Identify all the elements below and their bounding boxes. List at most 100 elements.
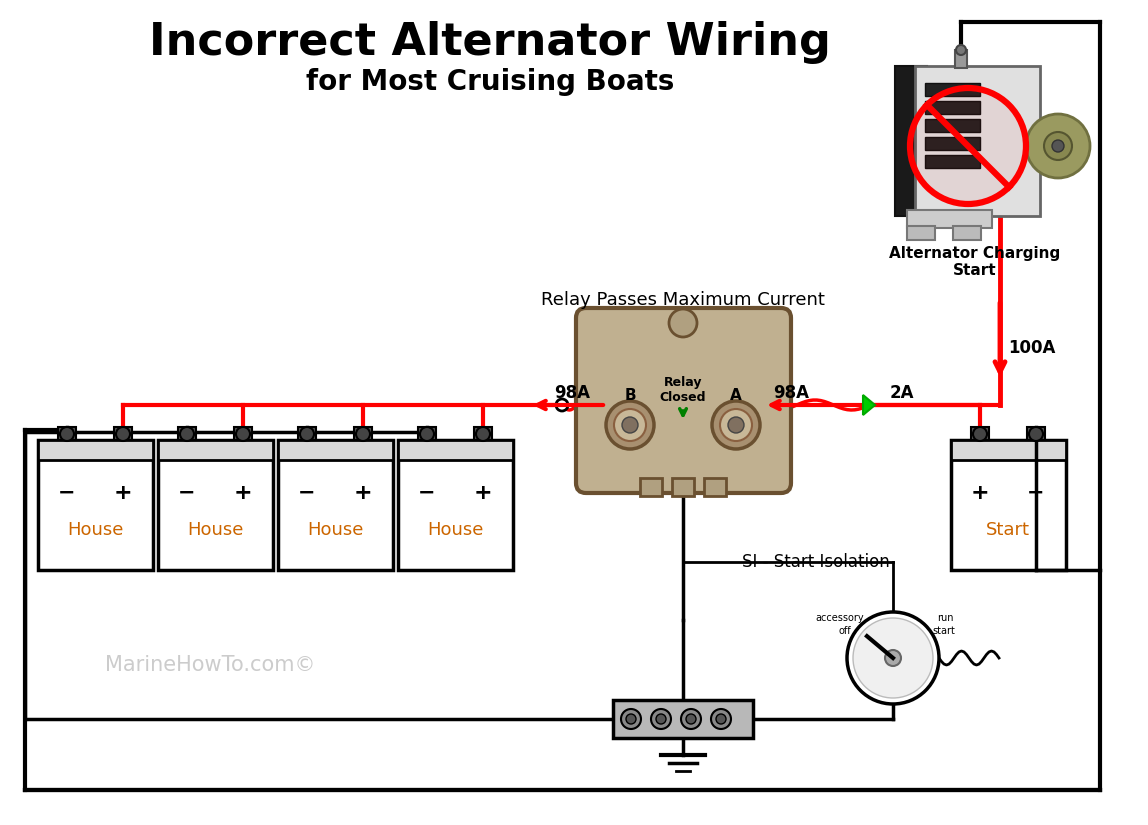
Bar bbox=[672, 478, 695, 496]
Circle shape bbox=[974, 427, 987, 441]
Circle shape bbox=[853, 618, 933, 698]
Circle shape bbox=[1029, 427, 1044, 441]
Bar bbox=[951, 440, 1066, 570]
Text: Alternator Charging
Start: Alternator Charging Start bbox=[890, 246, 1061, 278]
Text: Start: Start bbox=[986, 521, 1030, 539]
Polygon shape bbox=[863, 395, 875, 415]
Text: A: A bbox=[730, 388, 742, 403]
Circle shape bbox=[614, 409, 646, 441]
Text: +: + bbox=[234, 483, 253, 503]
Text: 98A: 98A bbox=[554, 384, 590, 402]
Bar bbox=[613, 700, 753, 738]
Circle shape bbox=[716, 714, 726, 724]
Bar bbox=[38, 440, 153, 570]
Circle shape bbox=[728, 417, 744, 433]
Circle shape bbox=[1026, 114, 1089, 178]
Circle shape bbox=[956, 45, 965, 55]
Text: B: B bbox=[625, 388, 636, 403]
Bar bbox=[951, 440, 1066, 460]
Bar bbox=[907, 226, 934, 240]
Bar bbox=[278, 440, 393, 570]
Circle shape bbox=[116, 427, 130, 441]
Bar bbox=[418, 427, 436, 440]
Circle shape bbox=[885, 650, 901, 666]
Circle shape bbox=[60, 427, 73, 441]
Bar bbox=[398, 440, 513, 460]
Text: accessory: accessory bbox=[816, 613, 864, 623]
Bar bbox=[925, 137, 980, 150]
Text: House: House bbox=[187, 521, 243, 539]
FancyBboxPatch shape bbox=[576, 308, 791, 493]
Circle shape bbox=[420, 427, 434, 441]
Text: +: + bbox=[354, 483, 372, 503]
Bar bbox=[895, 66, 926, 216]
Text: Relay
Closed: Relay Closed bbox=[660, 376, 706, 404]
Circle shape bbox=[180, 427, 194, 441]
Circle shape bbox=[711, 709, 731, 729]
Circle shape bbox=[656, 714, 666, 724]
Bar bbox=[915, 66, 1040, 216]
Text: Relay Passes Maximum Current: Relay Passes Maximum Current bbox=[541, 291, 825, 309]
Text: Incorrect Alternator Wiring: Incorrect Alternator Wiring bbox=[149, 21, 831, 64]
Text: House: House bbox=[67, 521, 123, 539]
Text: SI - Start Isolation: SI - Start Isolation bbox=[742, 553, 890, 571]
Circle shape bbox=[910, 88, 1026, 204]
Bar bbox=[925, 101, 980, 114]
Bar bbox=[925, 119, 980, 132]
Circle shape bbox=[606, 401, 654, 449]
Text: House: House bbox=[307, 521, 363, 539]
Bar bbox=[925, 83, 980, 96]
Circle shape bbox=[356, 427, 370, 441]
Text: −: − bbox=[1027, 483, 1045, 503]
Bar bbox=[955, 50, 967, 68]
Bar bbox=[1027, 427, 1045, 440]
Text: +: + bbox=[114, 483, 132, 503]
Circle shape bbox=[847, 612, 939, 704]
Bar bbox=[907, 210, 992, 228]
Bar bbox=[234, 427, 253, 440]
Circle shape bbox=[720, 409, 752, 441]
Text: for Most Cruising Boats: for Most Cruising Boats bbox=[305, 68, 674, 96]
Bar bbox=[38, 440, 153, 460]
Bar bbox=[158, 440, 273, 570]
Bar bbox=[354, 427, 372, 440]
Text: −: − bbox=[298, 483, 316, 503]
Text: run: run bbox=[937, 613, 953, 623]
Circle shape bbox=[626, 714, 636, 724]
Bar bbox=[298, 427, 316, 440]
Bar bbox=[925, 155, 980, 168]
Bar bbox=[474, 427, 492, 440]
Text: −: − bbox=[178, 483, 196, 503]
Text: +: + bbox=[474, 483, 492, 503]
Circle shape bbox=[681, 709, 701, 729]
Circle shape bbox=[236, 427, 250, 441]
Circle shape bbox=[651, 709, 670, 729]
Text: 2A: 2A bbox=[890, 384, 915, 402]
Circle shape bbox=[687, 714, 696, 724]
Bar bbox=[953, 226, 982, 240]
Bar bbox=[278, 440, 393, 460]
Bar bbox=[398, 440, 513, 570]
Text: House: House bbox=[427, 521, 483, 539]
Circle shape bbox=[622, 417, 638, 433]
Bar bbox=[971, 427, 988, 440]
Text: −: − bbox=[59, 483, 76, 503]
Circle shape bbox=[1044, 132, 1072, 160]
Text: MarineHowTo.com©: MarineHowTo.com© bbox=[104, 655, 316, 675]
Bar bbox=[178, 427, 196, 440]
Circle shape bbox=[669, 309, 697, 337]
Circle shape bbox=[300, 427, 315, 441]
Circle shape bbox=[1052, 140, 1064, 152]
Text: 100A: 100A bbox=[1008, 339, 1055, 357]
Text: 98A: 98A bbox=[773, 384, 809, 402]
Text: off: off bbox=[839, 626, 852, 636]
Text: +: + bbox=[971, 483, 990, 503]
Circle shape bbox=[621, 709, 641, 729]
Bar bbox=[59, 427, 76, 440]
Circle shape bbox=[712, 401, 760, 449]
Text: start: start bbox=[932, 626, 955, 636]
Circle shape bbox=[476, 427, 490, 441]
Bar bbox=[114, 427, 132, 440]
Bar bbox=[158, 440, 273, 460]
Bar bbox=[704, 478, 726, 496]
